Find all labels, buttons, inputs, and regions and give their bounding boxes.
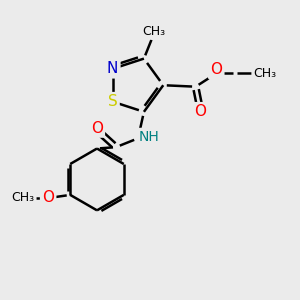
Text: CH₃: CH₃ — [12, 191, 35, 204]
Text: S: S — [108, 94, 118, 109]
Text: NH: NH — [139, 130, 160, 144]
Text: O: O — [91, 121, 103, 136]
Text: CH₃: CH₃ — [143, 25, 166, 38]
Text: O: O — [210, 62, 222, 77]
Text: CH₃: CH₃ — [253, 67, 276, 80]
Text: N: N — [107, 61, 118, 76]
Text: O: O — [42, 190, 54, 205]
Text: O: O — [194, 104, 206, 119]
